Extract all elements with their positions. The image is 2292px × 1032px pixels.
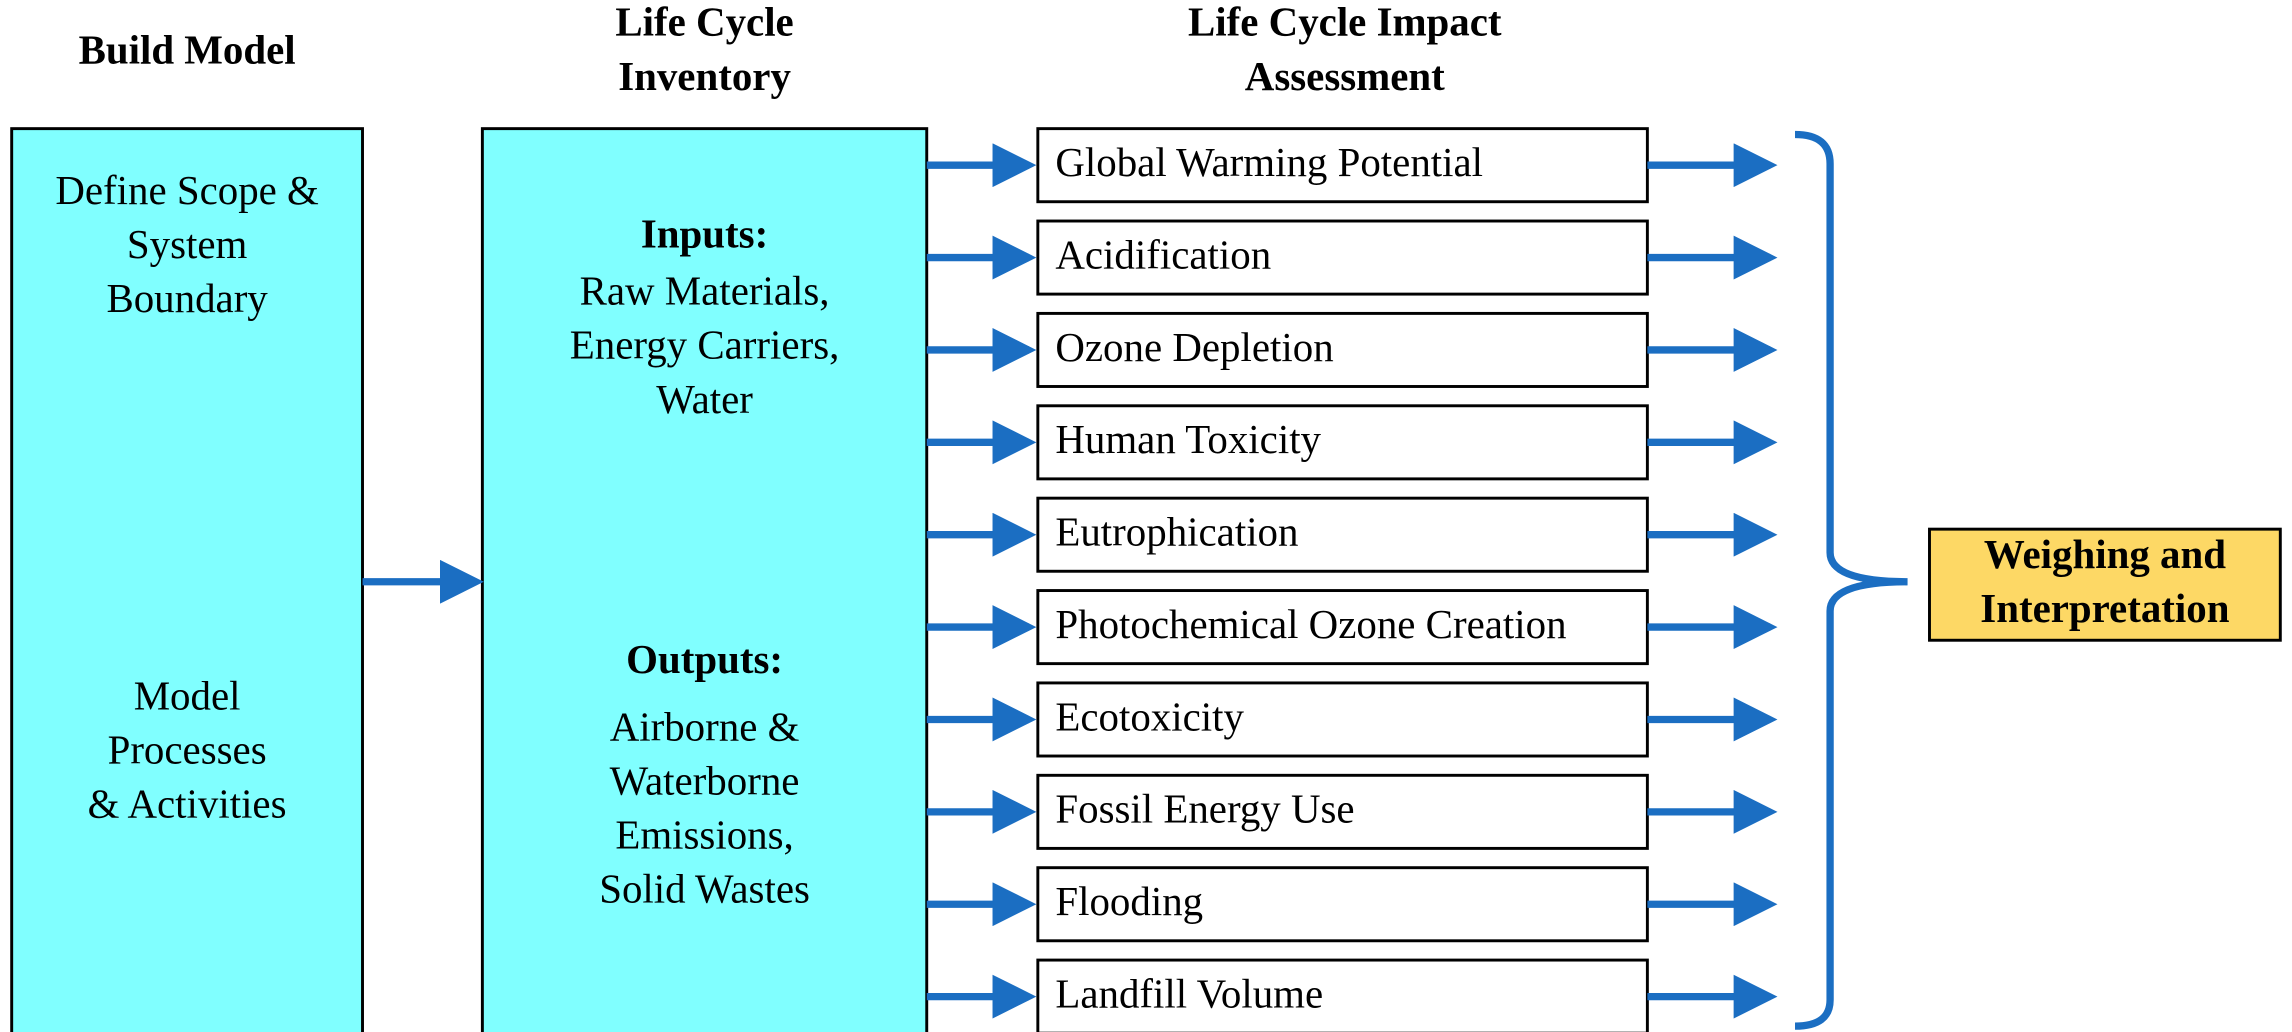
build-model-box xyxy=(10,127,364,1032)
brace xyxy=(1794,130,1908,1030)
column-header: Assessment xyxy=(1245,54,1445,99)
impact-label: Photochemical Ozone Creation xyxy=(1055,602,1566,647)
box-text: Solid Wastes xyxy=(599,867,810,912)
section-title: Inputs: xyxy=(641,212,768,257)
impact-label: Ecotoxicity xyxy=(1055,694,1244,739)
impact-box xyxy=(1036,958,1649,1032)
box-text: Waterborne xyxy=(610,758,800,803)
impact-box xyxy=(1036,773,1649,850)
impact-box xyxy=(1036,681,1649,758)
impact-label: Acidification xyxy=(1055,232,1271,277)
box-text: Water xyxy=(656,377,753,422)
box-text: Boundary xyxy=(106,276,268,321)
impact-box xyxy=(1036,866,1649,943)
column-header: Build Model xyxy=(79,27,296,72)
impact-box xyxy=(1036,496,1649,573)
box-text: Raw Materials, xyxy=(580,269,830,314)
impact-box xyxy=(1036,219,1649,296)
box-text: Emissions, xyxy=(615,812,793,857)
interpretation-text: Weighing and xyxy=(1984,532,2226,577)
impact-label: Human Toxicity xyxy=(1055,417,1321,462)
inventory-box xyxy=(480,127,929,1032)
impact-label: Eutrophication xyxy=(1055,510,1298,555)
impact-label: Fossil Energy Use xyxy=(1055,787,1354,832)
column-header: Inventory xyxy=(618,54,791,99)
interpretation-box xyxy=(1928,527,2282,642)
box-text: System xyxy=(127,222,248,267)
interpretation-text: Interpretation xyxy=(1980,586,2229,631)
box-text: Define Scope & xyxy=(55,168,319,213)
column-header: Life Cycle Impact xyxy=(1188,0,1502,45)
impact-label: Global Warming Potential xyxy=(1055,140,1483,185)
column-header: Life Cycle xyxy=(615,0,793,45)
impact-box xyxy=(1036,404,1649,481)
box-text: Processes xyxy=(108,728,267,773)
box-text: Model xyxy=(134,674,241,719)
box-text: Energy Carriers, xyxy=(570,323,840,368)
impact-box xyxy=(1036,127,1649,204)
box-text: Airborne & xyxy=(610,704,800,749)
box-text: & Activities xyxy=(88,782,287,827)
impact-label: Landfill Volume xyxy=(1055,971,1323,1016)
impact-label: Ozone Depletion xyxy=(1055,325,1333,370)
impact-label: Flooding xyxy=(1055,879,1203,924)
section-title: Outputs: xyxy=(626,637,783,682)
